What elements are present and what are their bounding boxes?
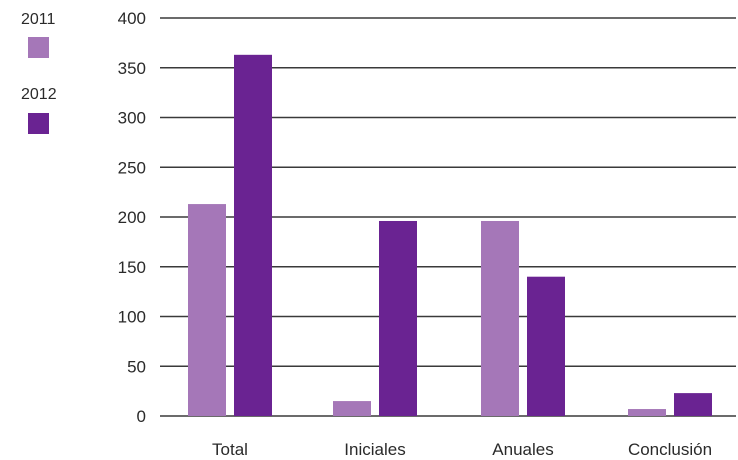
x-category-label: Iniciales: [344, 440, 405, 459]
legend-swatch-2011: [28, 37, 49, 58]
y-tick-label-150: 150: [118, 258, 146, 277]
y-tick-label-100: 100: [118, 308, 146, 327]
y-tick-label-300: 300: [118, 109, 146, 128]
bar-conclusi-n-2012: [674, 393, 712, 416]
legend: 2011 2012: [21, 11, 57, 134]
bar-total-2012: [234, 54, 272, 416]
legend-label-2012: 2012: [21, 86, 57, 103]
y-axis-tick-labels: 0 50 100 150 200 250 300 350 400: [118, 9, 146, 426]
y-tick-label-350: 350: [118, 59, 146, 78]
bar-total-2011: [188, 204, 226, 416]
legend-label-2011: 2011: [21, 11, 56, 28]
legend-swatch-2012: [28, 113, 49, 134]
bar-anuales-2011: [481, 220, 519, 416]
bar-conclusi-n-2011: [628, 409, 666, 416]
y-tick-label-200: 200: [118, 208, 146, 227]
y-tick-label-50: 50: [127, 357, 146, 376]
bar-iniciales-2012: [379, 220, 417, 416]
bar-iniciales-2011: [333, 401, 371, 416]
x-category-label: Anuales: [492, 440, 553, 459]
x-category-label: Conclusión: [628, 440, 712, 459]
y-tick-label-250: 250: [118, 158, 146, 177]
bar-anuales-2012: [527, 276, 565, 416]
bars: [188, 54, 712, 416]
y-tick-label-400: 400: [118, 9, 146, 28]
x-category-label: Total: [212, 440, 248, 459]
y-tick-label-0: 0: [137, 407, 146, 426]
x-axis-category-labels: Total Iniciales Anuales Conclusión: [212, 440, 712, 459]
